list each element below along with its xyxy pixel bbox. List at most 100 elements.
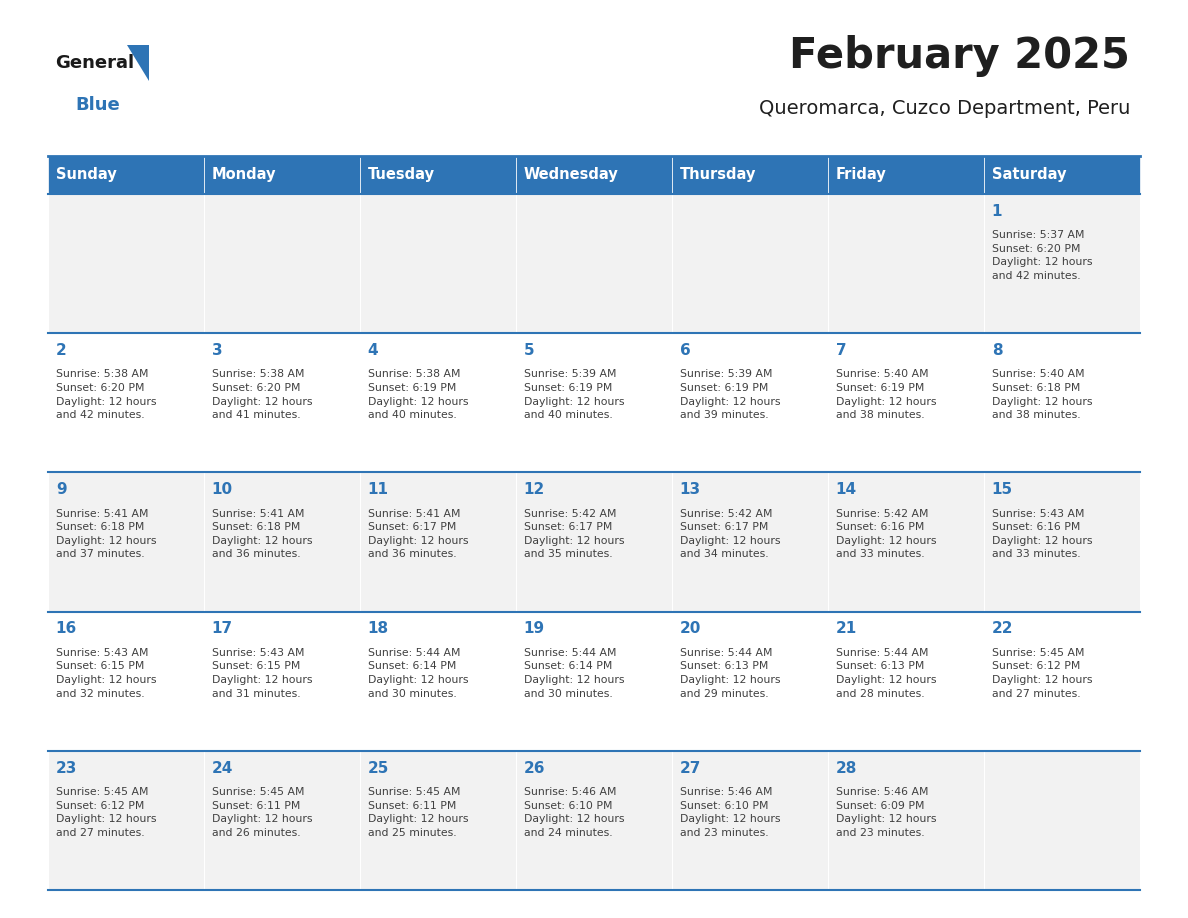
Bar [828,333,984,473]
Text: Sunrise: 5:41 AM
Sunset: 6:18 PM
Daylight: 12 hours
and 37 minutes.: Sunrise: 5:41 AM Sunset: 6:18 PM Dayligh… [56,509,157,559]
Text: 19: 19 [524,621,545,636]
Bar [48,156,204,194]
Text: Friday: Friday [836,167,886,183]
Bar [48,473,204,611]
Text: Sunrise: 5:38 AM
Sunset: 6:20 PM
Daylight: 12 hours
and 41 minutes.: Sunrise: 5:38 AM Sunset: 6:20 PM Dayligh… [211,369,312,420]
Text: 27: 27 [680,760,701,776]
Bar [48,611,204,751]
Text: Sunrise: 5:45 AM
Sunset: 6:11 PM
Daylight: 12 hours
and 25 minutes.: Sunrise: 5:45 AM Sunset: 6:11 PM Dayligh… [368,787,468,838]
Text: Sunrise: 5:44 AM
Sunset: 6:14 PM
Daylight: 12 hours
and 30 minutes.: Sunrise: 5:44 AM Sunset: 6:14 PM Dayligh… [524,648,625,699]
Text: 21: 21 [836,621,857,636]
Bar [204,473,360,611]
Text: 9: 9 [56,482,67,498]
Bar [984,194,1140,333]
Bar [672,751,828,890]
Bar [516,473,672,611]
Bar [360,473,516,611]
Text: Sunrise: 5:38 AM
Sunset: 6:19 PM
Daylight: 12 hours
and 40 minutes.: Sunrise: 5:38 AM Sunset: 6:19 PM Dayligh… [368,369,468,420]
Text: Sunrise: 5:40 AM
Sunset: 6:19 PM
Daylight: 12 hours
and 38 minutes.: Sunrise: 5:40 AM Sunset: 6:19 PM Dayligh… [836,369,936,420]
Text: 5: 5 [524,343,535,358]
Text: Sunrise: 5:45 AM
Sunset: 6:12 PM
Daylight: 12 hours
and 27 minutes.: Sunrise: 5:45 AM Sunset: 6:12 PM Dayligh… [992,648,1092,699]
Text: 2: 2 [56,343,67,358]
Text: Sunrise: 5:41 AM
Sunset: 6:17 PM
Daylight: 12 hours
and 36 minutes.: Sunrise: 5:41 AM Sunset: 6:17 PM Dayligh… [368,509,468,559]
Bar [672,156,828,194]
Text: Sunrise: 5:46 AM
Sunset: 6:10 PM
Daylight: 12 hours
and 24 minutes.: Sunrise: 5:46 AM Sunset: 6:10 PM Dayligh… [524,787,625,838]
Text: Sunrise: 5:39 AM
Sunset: 6:19 PM
Daylight: 12 hours
and 39 minutes.: Sunrise: 5:39 AM Sunset: 6:19 PM Dayligh… [680,369,781,420]
Bar [516,194,672,333]
Text: Sunrise: 5:37 AM
Sunset: 6:20 PM
Daylight: 12 hours
and 42 minutes.: Sunrise: 5:37 AM Sunset: 6:20 PM Dayligh… [992,230,1092,281]
Bar [360,156,516,194]
Text: 7: 7 [836,343,846,358]
Text: 13: 13 [680,482,701,498]
Text: 15: 15 [992,482,1013,498]
Text: 3: 3 [211,343,222,358]
Text: Monday: Monday [211,167,277,183]
Text: Sunrise: 5:43 AM
Sunset: 6:15 PM
Daylight: 12 hours
and 32 minutes.: Sunrise: 5:43 AM Sunset: 6:15 PM Dayligh… [56,648,157,699]
Bar [828,751,984,890]
Text: Sunrise: 5:43 AM
Sunset: 6:15 PM
Daylight: 12 hours
and 31 minutes.: Sunrise: 5:43 AM Sunset: 6:15 PM Dayligh… [211,648,312,699]
Text: 11: 11 [368,482,388,498]
Bar [360,611,516,751]
Bar [360,194,516,333]
Bar [48,751,204,890]
Text: Sunrise: 5:45 AM
Sunset: 6:12 PM
Daylight: 12 hours
and 27 minutes.: Sunrise: 5:45 AM Sunset: 6:12 PM Dayligh… [56,787,157,838]
Text: Sunrise: 5:43 AM
Sunset: 6:16 PM
Daylight: 12 hours
and 33 minutes.: Sunrise: 5:43 AM Sunset: 6:16 PM Dayligh… [992,509,1092,559]
Text: Thursday: Thursday [680,167,757,183]
Bar [204,611,360,751]
Text: Sunrise: 5:40 AM
Sunset: 6:18 PM
Daylight: 12 hours
and 38 minutes.: Sunrise: 5:40 AM Sunset: 6:18 PM Dayligh… [992,369,1092,420]
Text: 22: 22 [992,621,1013,636]
Bar [984,156,1140,194]
Text: Sunrise: 5:44 AM
Sunset: 6:13 PM
Daylight: 12 hours
and 28 minutes.: Sunrise: 5:44 AM Sunset: 6:13 PM Dayligh… [836,648,936,699]
Bar [984,751,1140,890]
Text: 8: 8 [992,343,1003,358]
Bar [48,194,204,333]
Bar [828,473,984,611]
Bar [204,333,360,473]
Text: 26: 26 [524,760,545,776]
Bar [672,194,828,333]
Text: Sunrise: 5:44 AM
Sunset: 6:13 PM
Daylight: 12 hours
and 29 minutes.: Sunrise: 5:44 AM Sunset: 6:13 PM Dayligh… [680,648,781,699]
Text: Wednesday: Wednesday [524,167,619,183]
Text: February 2025: February 2025 [789,35,1130,77]
Text: Tuesday: Tuesday [368,167,435,183]
Text: Saturday: Saturday [992,167,1067,183]
Text: Sunrise: 5:45 AM
Sunset: 6:11 PM
Daylight: 12 hours
and 26 minutes.: Sunrise: 5:45 AM Sunset: 6:11 PM Dayligh… [211,787,312,838]
Text: 25: 25 [368,760,390,776]
Bar [672,473,828,611]
Text: General: General [55,54,134,72]
Text: Blue: Blue [75,96,120,114]
Text: 12: 12 [524,482,545,498]
Bar [204,194,360,333]
Bar [204,156,360,194]
Bar [516,751,672,890]
Text: Sunrise: 5:41 AM
Sunset: 6:18 PM
Daylight: 12 hours
and 36 minutes.: Sunrise: 5:41 AM Sunset: 6:18 PM Dayligh… [211,509,312,559]
Text: Sunrise: 5:46 AM
Sunset: 6:09 PM
Daylight: 12 hours
and 23 minutes.: Sunrise: 5:46 AM Sunset: 6:09 PM Dayligh… [836,787,936,838]
Bar [672,333,828,473]
Bar [516,611,672,751]
Bar [516,333,672,473]
Text: Sunrise: 5:42 AM
Sunset: 6:17 PM
Daylight: 12 hours
and 34 minutes.: Sunrise: 5:42 AM Sunset: 6:17 PM Dayligh… [680,509,781,559]
Text: 4: 4 [368,343,379,358]
Bar [204,751,360,890]
Text: 28: 28 [836,760,858,776]
Text: 6: 6 [680,343,690,358]
Text: 14: 14 [836,482,857,498]
Bar [360,333,516,473]
Text: Sunrise: 5:38 AM
Sunset: 6:20 PM
Daylight: 12 hours
and 42 minutes.: Sunrise: 5:38 AM Sunset: 6:20 PM Dayligh… [56,369,157,420]
Text: Sunrise: 5:46 AM
Sunset: 6:10 PM
Daylight: 12 hours
and 23 minutes.: Sunrise: 5:46 AM Sunset: 6:10 PM Dayligh… [680,787,781,838]
Text: Sunrise: 5:44 AM
Sunset: 6:14 PM
Daylight: 12 hours
and 30 minutes.: Sunrise: 5:44 AM Sunset: 6:14 PM Dayligh… [368,648,468,699]
Text: 24: 24 [211,760,233,776]
Text: 16: 16 [56,621,77,636]
Text: 20: 20 [680,621,701,636]
Bar [984,611,1140,751]
Bar [828,611,984,751]
Bar [828,156,984,194]
Bar [984,473,1140,611]
Text: 10: 10 [211,482,233,498]
Text: Sunrise: 5:42 AM
Sunset: 6:16 PM
Daylight: 12 hours
and 33 minutes.: Sunrise: 5:42 AM Sunset: 6:16 PM Dayligh… [836,509,936,559]
Bar [360,751,516,890]
Bar [672,611,828,751]
Text: 18: 18 [368,621,388,636]
Text: Sunrise: 5:42 AM
Sunset: 6:17 PM
Daylight: 12 hours
and 35 minutes.: Sunrise: 5:42 AM Sunset: 6:17 PM Dayligh… [524,509,625,559]
Text: 17: 17 [211,621,233,636]
